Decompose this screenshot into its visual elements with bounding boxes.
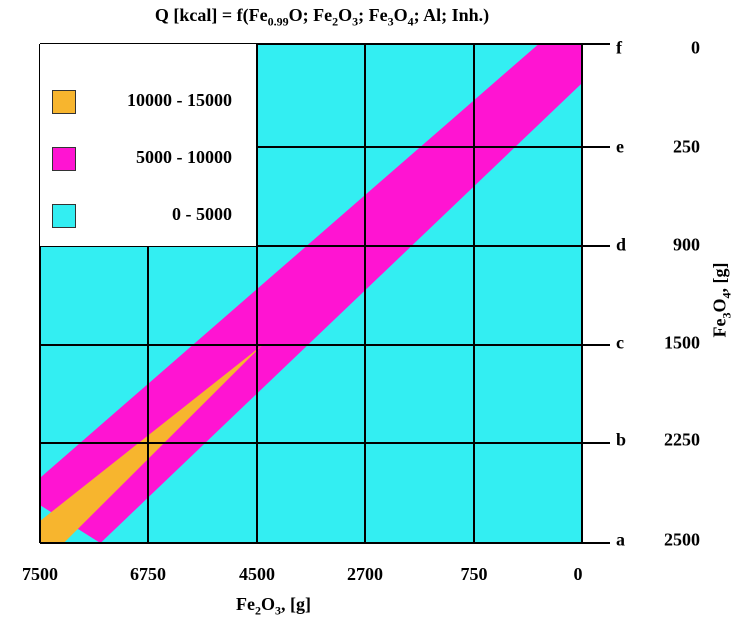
y-tick-label: d 900 bbox=[616, 234, 700, 255]
legend-swatch-mid bbox=[52, 147, 76, 171]
legend-label-mid: 5000 - 10000 bbox=[136, 147, 232, 167]
legend-swatch-low bbox=[52, 204, 76, 228]
y-tick-label: e 250 bbox=[616, 136, 700, 157]
x-tick-label: 6750 bbox=[130, 564, 166, 584]
grid-lines bbox=[39, 43, 610, 544]
x-tick-label: 0 bbox=[573, 564, 583, 584]
y-tick-label: c 1500 bbox=[616, 332, 700, 353]
legend-swatch-high bbox=[52, 90, 76, 114]
y-tick-label: b 2250 bbox=[616, 429, 700, 450]
x-tick-label: 750 bbox=[460, 564, 488, 584]
chart-title: Q [kcal] = f(Fe0.99O; Fe2O3; Fe3O4; Al; … bbox=[154, 5, 490, 29]
x-tick-label: 4500 bbox=[239, 564, 275, 584]
legend-item-low: 0 - 5000 bbox=[40, 200, 256, 230]
legend-item-high: 10000 - 15000 bbox=[40, 86, 256, 116]
y-tick-label: a 2500 bbox=[616, 529, 700, 550]
x-axis-label: Fe2O3, [g] bbox=[236, 594, 311, 618]
x-tick-label: 7500 bbox=[22, 564, 58, 584]
y-axis-label: Fe3O4, [g] bbox=[709, 262, 734, 338]
legend: 10000 - 15000 5000 - 10000 0 - 5000 bbox=[40, 44, 256, 246]
legend-label-low: 0 - 5000 bbox=[172, 204, 232, 224]
legend-label-high: 10000 - 15000 bbox=[127, 90, 232, 110]
legend-item-mid: 5000 - 10000 bbox=[40, 143, 256, 173]
x-tick-label: 2700 bbox=[347, 564, 383, 584]
